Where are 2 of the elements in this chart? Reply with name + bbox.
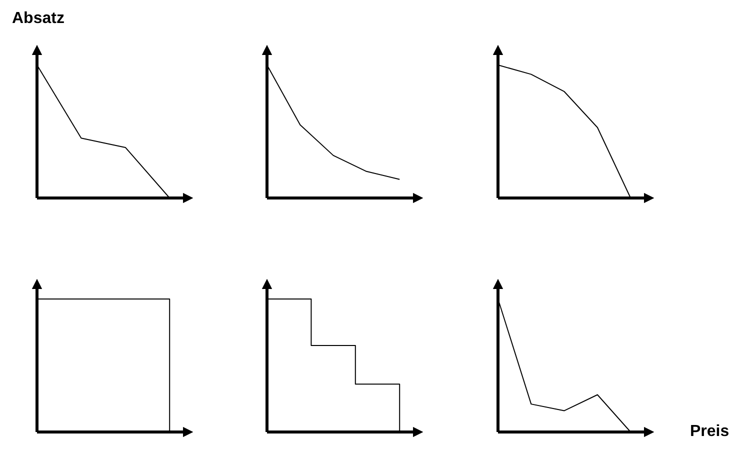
x-axis-title: Preis	[690, 423, 730, 440]
y-axis-title: Absatz	[12, 10, 64, 27]
